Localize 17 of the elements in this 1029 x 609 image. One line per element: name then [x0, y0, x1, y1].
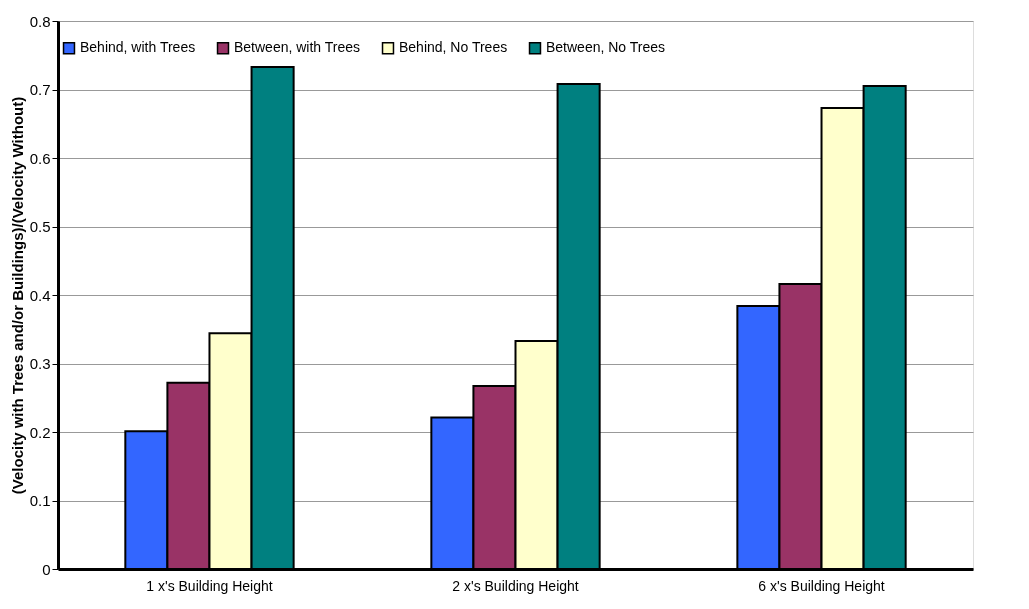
y-tick-label: 0.8 [29, 12, 51, 30]
x-tick-label: 2 x's Building Height [452, 577, 579, 594]
legend-label: Between, with Trees [234, 39, 361, 56]
y-axis-title: (Velocity with Trees and/or Buildings)/(Velocity Without) [8, 96, 26, 495]
legend-label: Behind, with Trees [80, 39, 196, 56]
legend-label: Between, No Trees [546, 39, 666, 56]
x-tick-label: 6 x's Building Height [758, 577, 885, 594]
legend-label: Behind, No Trees [399, 39, 508, 56]
y-tick-label: 0 [42, 560, 51, 578]
y-tick-label: 0.5 [29, 218, 51, 235]
y-tick-label: 0.2 [29, 423, 51, 441]
y-tick-label: 0.7 [29, 81, 51, 98]
x-tick-label: 1 x's Building Height [146, 577, 273, 594]
y-tick-label: 0.1 [29, 492, 51, 509]
y-tick-label: 0.4 [29, 286, 51, 304]
y-tick-label: 0.6 [29, 149, 51, 167]
y-tick-label: 0.3 [29, 355, 51, 372]
